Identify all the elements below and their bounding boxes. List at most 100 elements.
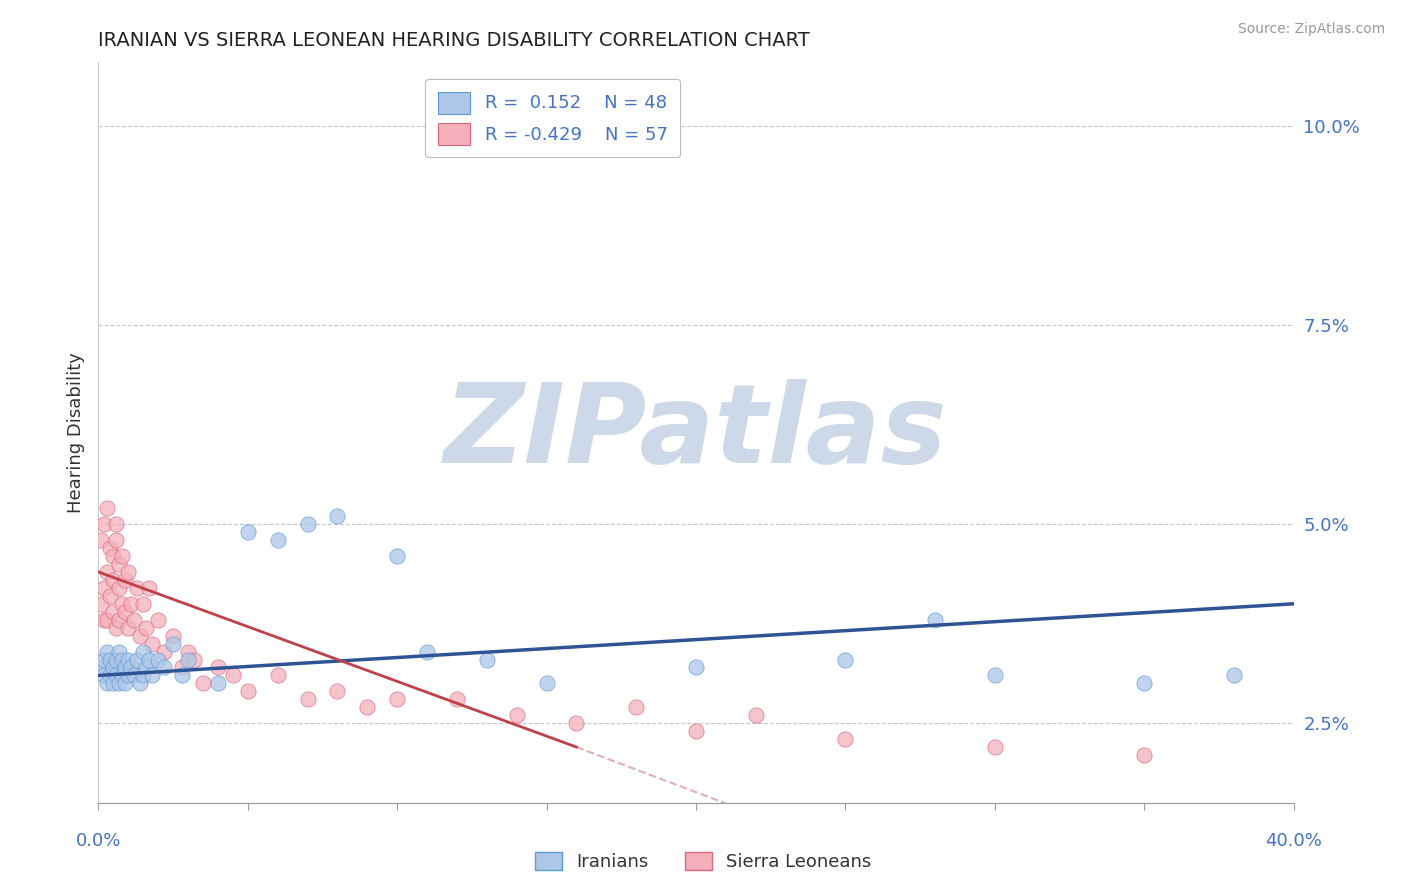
Point <box>506 708 529 723</box>
Point <box>108 581 131 595</box>
Text: IRANIAN VS SIERRA LEONEAN HEARING DISABILITY CORRELATION CHART: IRANIAN VS SIERRA LEONEAN HEARING DISABI… <box>98 31 810 50</box>
Point <box>96 676 118 690</box>
Point <box>148 652 170 666</box>
Point <box>148 613 170 627</box>
Point <box>93 581 115 595</box>
Point <box>103 660 125 674</box>
Point <box>626 700 648 714</box>
Point <box>117 565 139 579</box>
Point <box>120 660 142 674</box>
Point <box>475 652 498 666</box>
Point <box>132 668 155 682</box>
Point <box>138 652 160 666</box>
Point <box>103 549 125 563</box>
Point <box>108 676 131 690</box>
Point <box>124 613 146 627</box>
Point <box>236 684 259 698</box>
Point <box>114 660 136 674</box>
Point <box>96 644 118 658</box>
Point <box>93 652 115 666</box>
Legend: R =  0.152    N = 48, R = -0.429    N = 57: R = 0.152 N = 48, R = -0.429 N = 57 <box>425 78 681 157</box>
Point <box>96 565 118 579</box>
Point <box>98 652 122 666</box>
Point <box>1223 668 1246 682</box>
Point <box>93 517 115 532</box>
Point <box>153 644 176 658</box>
Point <box>105 652 128 666</box>
Point <box>98 589 122 603</box>
Point <box>105 621 128 635</box>
Point <box>135 621 157 635</box>
Point <box>326 684 349 698</box>
Point <box>111 668 134 682</box>
Point <box>1133 676 1156 690</box>
Point <box>326 509 349 524</box>
Point <box>984 668 1007 682</box>
Point <box>108 613 131 627</box>
Point <box>105 668 128 682</box>
Text: 40.0%: 40.0% <box>1265 832 1322 850</box>
Point <box>138 581 160 595</box>
Point <box>446 692 468 706</box>
Point <box>297 692 319 706</box>
Point <box>111 597 134 611</box>
Point <box>96 613 118 627</box>
Point <box>93 613 115 627</box>
Legend: Iranians, Sierra Leoneans: Iranians, Sierra Leoneans <box>527 845 879 879</box>
Point <box>236 525 259 540</box>
Point <box>141 668 163 682</box>
Point <box>536 676 558 690</box>
Point <box>124 668 146 682</box>
Point <box>103 676 125 690</box>
Point <box>207 660 229 674</box>
Point <box>177 644 200 658</box>
Point <box>297 517 319 532</box>
Point <box>90 597 112 611</box>
Point <box>565 716 588 731</box>
Point <box>127 652 149 666</box>
Point <box>153 660 176 674</box>
Point <box>745 708 768 723</box>
Point <box>127 581 149 595</box>
Point <box>416 644 439 658</box>
Point <box>207 676 229 690</box>
Point <box>162 629 184 643</box>
Point <box>117 621 139 635</box>
Point <box>129 676 152 690</box>
Point <box>108 557 131 571</box>
Point <box>96 501 118 516</box>
Point <box>105 517 128 532</box>
Point <box>267 533 290 547</box>
Text: Source: ZipAtlas.com: Source: ZipAtlas.com <box>1237 22 1385 37</box>
Point <box>93 668 115 682</box>
Point <box>90 533 112 547</box>
Point <box>191 676 214 690</box>
Point <box>114 676 136 690</box>
Point <box>172 660 194 674</box>
Point <box>924 613 946 627</box>
Point <box>222 668 245 682</box>
Text: 0.0%: 0.0% <box>76 832 121 850</box>
Point <box>132 644 155 658</box>
Point <box>267 668 290 682</box>
Point <box>98 541 122 555</box>
Point <box>90 660 112 674</box>
Point <box>356 700 378 714</box>
Point <box>98 668 122 682</box>
Point <box>183 652 205 666</box>
Point <box>385 549 409 563</box>
Point <box>834 732 856 747</box>
Point <box>141 637 163 651</box>
Point <box>132 597 155 611</box>
Point <box>177 652 200 666</box>
Point <box>135 660 157 674</box>
Point <box>111 549 134 563</box>
Point <box>172 668 194 682</box>
Point <box>834 652 856 666</box>
Point <box>984 740 1007 755</box>
Point <box>114 605 136 619</box>
Point <box>117 668 139 682</box>
Point <box>385 692 409 706</box>
Point <box>105 533 128 547</box>
Point <box>162 637 184 651</box>
